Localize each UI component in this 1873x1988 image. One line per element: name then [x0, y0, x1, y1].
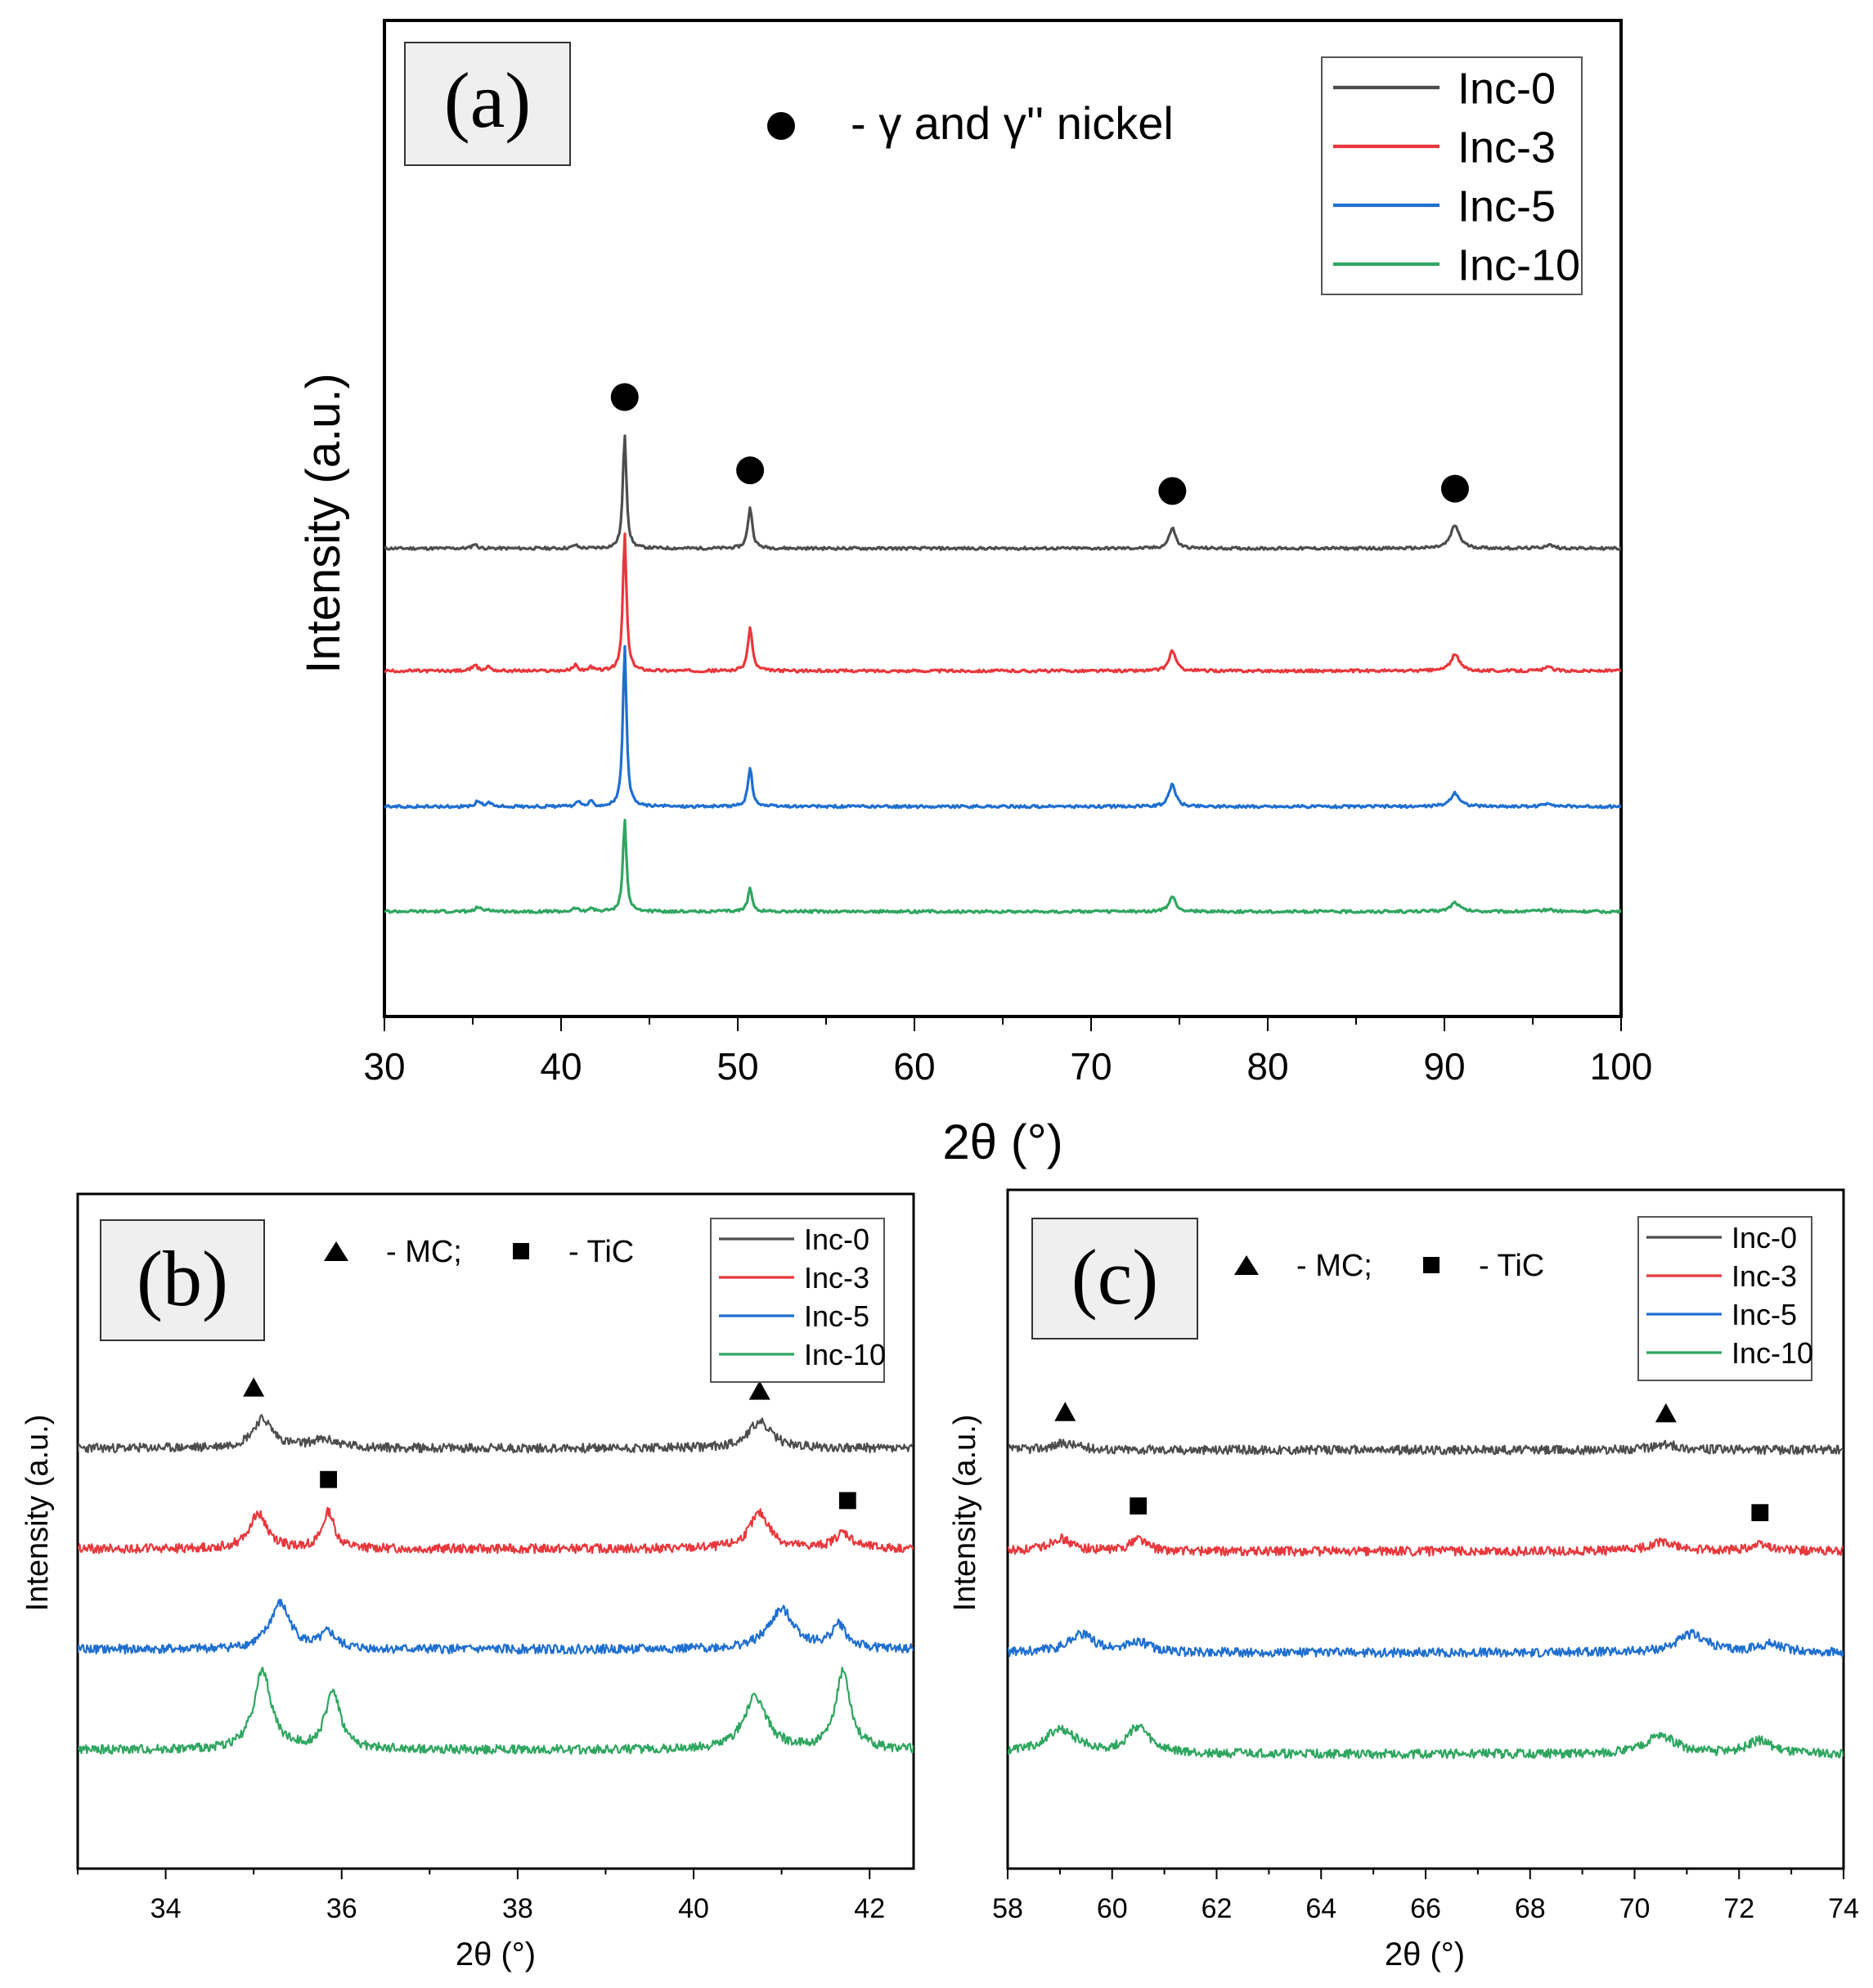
legend-label-inc-3: Inc-3	[1458, 123, 1556, 172]
series-line-inc-5	[1008, 1628, 1844, 1658]
series-line-inc-10	[78, 1666, 914, 1755]
panel-b-legend-triangle-icon	[324, 1241, 348, 1261]
series-line-inc-3	[78, 1506, 914, 1555]
panel-b-plot-frame	[76, 1192, 915, 1870]
x-tick-label: 90	[1423, 1045, 1465, 1088]
panel-b-label-box	[100, 1219, 265, 1341]
panel-b-x-ticks: 34 36 38 40 42	[77, 1869, 885, 1924]
x-tick-label: 42	[854, 1893, 885, 1924]
panel-a-x-axis-label: 2θ (°)	[942, 1115, 1062, 1169]
x-tick-label: 60	[1097, 1893, 1128, 1924]
legend-label-inc-5: Inc-5	[804, 1299, 869, 1333]
panel-a-legend-box	[1321, 56, 1583, 295]
gamma-nickel-marker-icon	[1440, 474, 1469, 503]
panel-c-series	[1008, 1438, 1844, 1760]
series-line-inc-3	[384, 532, 1621, 674]
panel-a-series	[384, 434, 1621, 914]
tic-marker-icon	[320, 1470, 337, 1488]
x-tick-label: 66	[1410, 1893, 1441, 1924]
tic-marker-icon	[838, 1492, 856, 1510]
legend-label-inc-10: Inc-10	[804, 1338, 886, 1371]
series-line-inc-10	[1008, 1723, 1844, 1760]
panel-c-peak-markers	[1054, 1402, 1769, 1522]
x-tick-label: 100	[1590, 1045, 1653, 1088]
x-tick-label: 64	[1305, 1893, 1336, 1924]
panel-c-annotation-tic: - TiC	[1479, 1249, 1544, 1283]
panel-b-x-axis-label: 2θ (°)	[456, 1936, 536, 1972]
panel-b-annotation-mc: - MC;	[386, 1235, 462, 1269]
series-line-inc-10	[384, 819, 1621, 914]
panel-a-peak-markers	[610, 383, 1469, 505]
panel-b-legend: Inc-0 Inc-3 Inc-5 Inc-10	[719, 1223, 886, 1371]
panel-a: 30 40 50 60 70 80 90 100 (a) - γ and γ'' nickel…	[297, 19, 1652, 1169]
panel-c-label: (c)	[1071, 1233, 1159, 1321]
panel-a-legend: Inc-0 Inc-3 Inc-5 Inc-10	[1333, 64, 1580, 289]
mc-marker-icon	[748, 1380, 770, 1400]
panel-c-legend-triangle-icon	[1234, 1255, 1259, 1275]
panel-c-legend-square-icon	[1423, 1257, 1440, 1273]
panel-c-annotation-mc: - MC;	[1296, 1249, 1372, 1283]
panel-a-annotation: - γ and γ'' nickel	[851, 97, 1174, 149]
x-tick-label: 68	[1515, 1893, 1546, 1924]
panel-b: 34 36 38 40 42 (b) - MC; - TiC Inc-0Inc-3Inc…	[20, 1192, 915, 1972]
x-tick-label: 40	[540, 1045, 582, 1088]
panel-c-label-box	[1031, 1218, 1198, 1340]
mc-marker-icon	[243, 1377, 265, 1397]
x-tick-label: 58	[992, 1893, 1023, 1924]
x-tick-label: 36	[326, 1893, 357, 1924]
panel-a-x-ticks: 30 40 50 60 70 80 90 100	[363, 1016, 1652, 1088]
x-tick-label: 70	[1070, 1045, 1112, 1088]
legend-label-inc-0: Inc-0	[804, 1223, 869, 1256]
panel-c-y-axis-label: Intensity (a.u.)	[948, 1415, 982, 1612]
series-line-inc-0	[78, 1414, 914, 1454]
x-tick-label: 72	[1723, 1893, 1754, 1924]
legend-label-inc-3: Inc-3	[804, 1261, 869, 1295]
x-tick-label: 38	[502, 1893, 533, 1924]
x-tick-label: 40	[678, 1893, 709, 1924]
panel-c-x-axis-label: 2θ (°)	[1385, 1936, 1465, 1972]
panel-c-x-ticks: 58 60 62 64 66 68 70 72 74	[992, 1869, 1859, 1924]
panel-a-legend-circle-icon	[767, 112, 795, 140]
legend-label-inc-10: Inc-10	[1732, 1336, 1813, 1370]
series-line-inc-5	[78, 1599, 914, 1655]
panel-b-legend-square-icon	[513, 1243, 529, 1259]
gamma-nickel-marker-icon	[610, 383, 639, 411]
panel-a-label-box	[404, 42, 571, 166]
panel-a-label: (a)	[444, 56, 532, 144]
legend-label-inc-5: Inc-5	[1732, 1298, 1797, 1331]
gamma-nickel-marker-icon	[736, 456, 765, 485]
x-tick-label: 30	[363, 1045, 405, 1088]
tic-marker-icon	[1130, 1497, 1148, 1515]
x-tick-label: 80	[1246, 1045, 1288, 1088]
series-line-inc-0	[1008, 1438, 1844, 1456]
panel-c-legend: Inc-0 Inc-3 Inc-5 Inc-10	[1646, 1221, 1813, 1370]
legend-label-inc-0: Inc-0	[1732, 1221, 1797, 1254]
panel-b-annotation-tic: - TiC	[568, 1235, 634, 1269]
panel-c: 58 60 62 64 66 68 70 72 74 (c) - MC; - TiC Inc-0…	[948, 1188, 1859, 1972]
series-line-inc-3	[1008, 1533, 1844, 1557]
mc-marker-icon	[1655, 1402, 1677, 1423]
legend-label-inc-10: Inc-10	[1458, 240, 1580, 289]
x-tick-label: 50	[716, 1045, 758, 1088]
x-tick-label: 60	[893, 1045, 935, 1088]
legend-label-inc-5: Inc-5	[1458, 182, 1556, 231]
tic-marker-icon	[1751, 1504, 1769, 1522]
x-tick-label: 34	[150, 1893, 182, 1924]
panel-b-peak-markers	[243, 1377, 856, 1510]
gamma-nickel-marker-icon	[1158, 477, 1187, 505]
series-line-inc-0	[384, 434, 1621, 551]
panel-b-series	[78, 1414, 914, 1755]
panel-b-label: (b)	[137, 1235, 228, 1322]
legend-label-inc-3: Inc-3	[1732, 1259, 1797, 1293]
x-tick-label: 70	[1619, 1893, 1651, 1924]
panel-b-y-axis-label: Intensity (a.u.)	[20, 1415, 55, 1612]
legend-label-inc-0: Inc-0	[1458, 64, 1556, 113]
mc-marker-icon	[1054, 1402, 1076, 1421]
x-tick-label: 62	[1202, 1893, 1233, 1924]
series-line-inc-5	[384, 644, 1621, 810]
x-tick-label: 74	[1828, 1893, 1859, 1924]
panel-a-y-axis-label: Intensity (a.u.)	[297, 373, 350, 673]
